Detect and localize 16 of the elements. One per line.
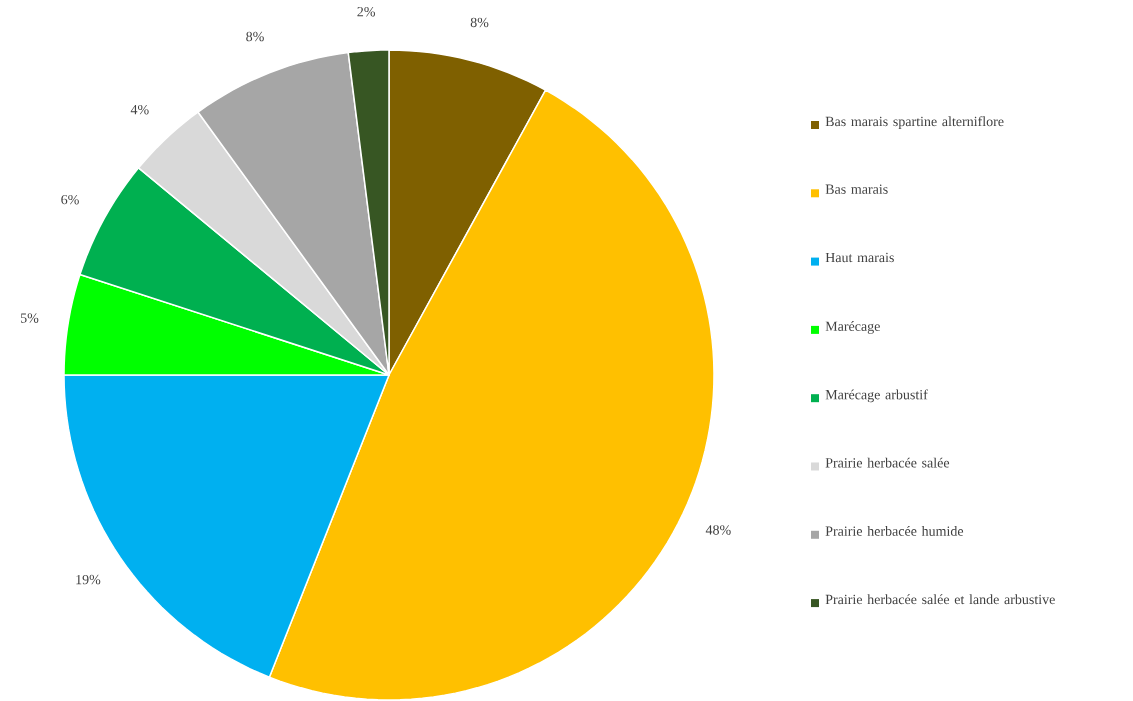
data-label: 5% xyxy=(20,313,39,323)
legend-label: Prairie herbacée salée xyxy=(825,457,950,468)
data-label: 19% xyxy=(76,574,101,585)
data-label: 4% xyxy=(130,105,149,115)
legend-label: Marécage xyxy=(825,321,880,334)
data-label: 2% xyxy=(357,7,375,17)
data-label: 8% xyxy=(470,17,489,28)
data-label: 48% xyxy=(705,525,731,535)
legend-label: Marécage arbustif xyxy=(825,389,928,403)
legend-label: Prairie herbacée humide xyxy=(825,526,964,536)
legend-label: Haut marais xyxy=(825,252,894,263)
legend-label: Prairie herbacée salée et lande arbustive xyxy=(825,594,1055,605)
legend-label: Bas marais xyxy=(825,184,888,195)
data-label: 6% xyxy=(61,195,79,205)
data-label: 8% xyxy=(246,31,264,42)
legend-label: Bas marais spartine alterniflore xyxy=(825,116,1004,130)
